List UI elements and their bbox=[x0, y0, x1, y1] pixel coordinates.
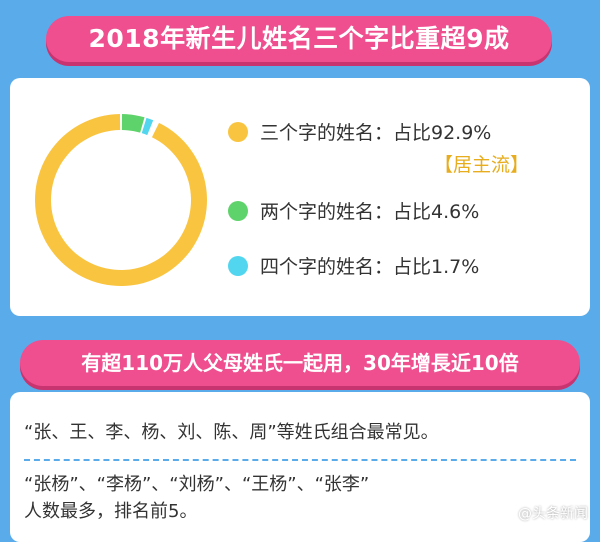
legend-item-four-char: 四个字的姓名：占比1.7% bbox=[228, 252, 479, 279]
slice-four-char bbox=[141, 117, 154, 136]
legend-dot-two-char bbox=[228, 200, 248, 221]
watermark: @头条新闻 bbox=[494, 503, 588, 523]
legend-label-three-char: 三个字的姓名：占比92.9% bbox=[260, 122, 492, 144]
watermark-text: @头条新闻 bbox=[518, 506, 588, 522]
surname-combo-text: “张、王、李、杨、刘、陈、周”等姓氏组合最常见。 bbox=[24, 422, 439, 443]
legend-item-three-char: 三个字的姓名：占比92.9% bbox=[228, 118, 491, 145]
legend-label-two-char: 两个字的姓名：占比4.6% bbox=[260, 201, 480, 223]
weibo-icon bbox=[494, 504, 514, 522]
section2-banner: 有超110万人父母姓氏一起用，30年增長近10倍 bbox=[20, 340, 580, 386]
donut-chart bbox=[35, 114, 207, 286]
title-banner: 2018年新生儿姓名三个字比重超9成 bbox=[46, 16, 552, 62]
slice-two-char bbox=[121, 114, 145, 133]
dashed-divider bbox=[24, 459, 576, 461]
legend-dot-three-char bbox=[228, 121, 248, 142]
chart-annotation: 【居主流】 bbox=[434, 154, 530, 176]
legend-label-four-char: 四个字的姓名：占比1.7% bbox=[260, 256, 480, 278]
legend-dot-four-char bbox=[228, 255, 248, 276]
section2-title: 有超110万人父母姓氏一起用，30年增長近10倍 bbox=[81, 351, 519, 375]
top-names-text: “张杨”、“李杨”、“刘杨”、“王杨”、“张李” bbox=[24, 474, 370, 495]
top-names-rank-text: 人数最多，排名前5。 bbox=[24, 501, 198, 522]
slice-three-char bbox=[35, 114, 207, 286]
page-title: 2018年新生儿姓名三个字比重超9成 bbox=[88, 24, 510, 53]
text-panel bbox=[10, 392, 590, 542]
legend-item-two-char: 两个字的姓名：占比4.6% bbox=[228, 197, 479, 224]
